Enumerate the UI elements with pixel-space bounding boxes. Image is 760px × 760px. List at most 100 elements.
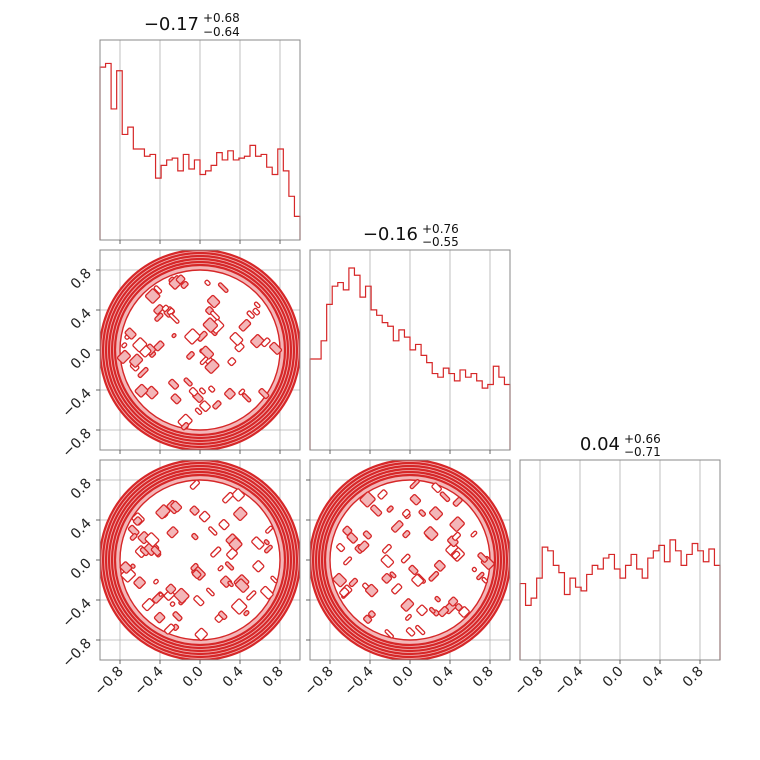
contour-blob	[227, 580, 234, 588]
contour-blob	[132, 337, 148, 353]
contour-ring-4	[110, 470, 290, 650]
contour-blob	[188, 386, 199, 397]
contour-blob	[141, 598, 155, 612]
x-tick-label: 0.4	[640, 663, 667, 690]
contour-blob	[180, 280, 189, 290]
title-dim-2-minus: −0.55	[422, 235, 459, 249]
contour-ring-1	[101, 461, 299, 659]
y-tick-label: −0.8	[59, 636, 94, 671]
x-tick-label: −0.8	[511, 664, 546, 699]
contour-blob	[168, 313, 180, 324]
contour-blob	[433, 559, 446, 572]
contour-blob	[238, 318, 252, 332]
contour-blob	[129, 353, 144, 368]
contour-blob	[481, 576, 489, 584]
contour-blob	[364, 583, 379, 598]
y-tick-label: −0.4	[59, 385, 94, 420]
contour-ring-1	[101, 251, 299, 449]
contour-blob	[243, 610, 250, 617]
contour-blob	[431, 482, 442, 494]
contour-blob	[163, 623, 176, 635]
contour-blob	[263, 544, 273, 554]
contour-blob	[130, 563, 136, 569]
contour-blob	[251, 536, 265, 550]
title-dim-1-value: −0.17	[144, 14, 199, 35]
contour-blob	[367, 610, 376, 619]
contour-blob	[204, 358, 220, 374]
contour-blob	[260, 585, 274, 600]
contour-blob	[416, 604, 428, 617]
contour-blob	[218, 519, 230, 531]
title-dim-3-minus: −0.71	[624, 445, 661, 459]
contour-blob	[189, 505, 200, 516]
contour-blob	[471, 566, 478, 573]
title-dim-3-value: 0.04	[580, 434, 620, 455]
contour-blob	[206, 587, 215, 597]
x-tick-label: 0.8	[260, 664, 287, 691]
y-tick-label: 0.4	[68, 305, 95, 332]
hist-panel-2	[309, 249, 511, 451]
contour-blob	[170, 393, 182, 405]
contour-blob	[191, 532, 199, 541]
y-tick-label: −0.8	[59, 426, 94, 461]
contour-blob	[153, 611, 166, 624]
contour-blob	[212, 400, 222, 410]
x-tick-label: 0.0	[600, 664, 627, 691]
contour-ring-2	[104, 464, 296, 656]
contour-3-1-density	[100, 460, 300, 660]
contour-blob	[210, 546, 222, 558]
contour-blob	[246, 310, 255, 319]
contour-blob	[411, 573, 425, 587]
contour-blob	[439, 491, 451, 503]
contour-blob	[390, 520, 404, 533]
contour-blob	[134, 383, 149, 398]
y-tick-label: −0.4	[59, 595, 94, 630]
contour-blob	[260, 337, 271, 348]
contour-blob	[348, 577, 359, 588]
contour-ring-3	[317, 467, 503, 653]
contour-blob	[391, 583, 403, 595]
contour-blob	[233, 506, 248, 522]
contour-blob	[153, 304, 164, 315]
contour-blob	[166, 526, 179, 539]
contour-ring-2	[314, 464, 506, 656]
contour-blob	[428, 506, 444, 521]
contour-blob	[428, 606, 436, 614]
contour-blob	[452, 496, 463, 507]
contour-blob	[198, 510, 211, 523]
contour-blob	[269, 341, 283, 355]
x-tick-label: 0.4	[220, 663, 247, 690]
contour-blob	[449, 516, 465, 532]
contour-blob	[116, 349, 131, 364]
contour-blob	[137, 366, 149, 379]
contour-blob	[150, 545, 162, 557]
x-tick-label: −0.8	[301, 664, 336, 699]
title-dim-3-plus: +0.66	[624, 432, 661, 446]
contour-blob	[258, 387, 270, 400]
contour-blob	[470, 530, 478, 538]
contour-blob	[210, 310, 220, 321]
contour-inner	[119, 479, 281, 641]
contour-blob	[227, 357, 237, 367]
contour-blob	[200, 345, 215, 360]
contour-blob	[190, 562, 199, 572]
contour-blob	[224, 387, 236, 400]
x-tick-label: 0.4	[430, 663, 457, 690]
contour-blob	[377, 489, 388, 500]
contour-blob	[206, 294, 221, 309]
contour-blob	[234, 578, 250, 593]
contour-blob	[231, 598, 248, 615]
contour-blob	[217, 565, 224, 572]
contour-blob	[170, 500, 183, 513]
contour-blob	[199, 400, 211, 412]
contour-ring-4	[110, 260, 290, 440]
contour-blob	[400, 598, 415, 612]
contour-blob	[189, 479, 201, 490]
contour-blob	[161, 304, 170, 313]
contour-blob	[193, 595, 205, 607]
y-tick-label: 0.8	[68, 266, 95, 293]
contour-blob	[129, 532, 138, 541]
contour-blob	[238, 388, 246, 396]
contour-blob	[228, 537, 243, 552]
